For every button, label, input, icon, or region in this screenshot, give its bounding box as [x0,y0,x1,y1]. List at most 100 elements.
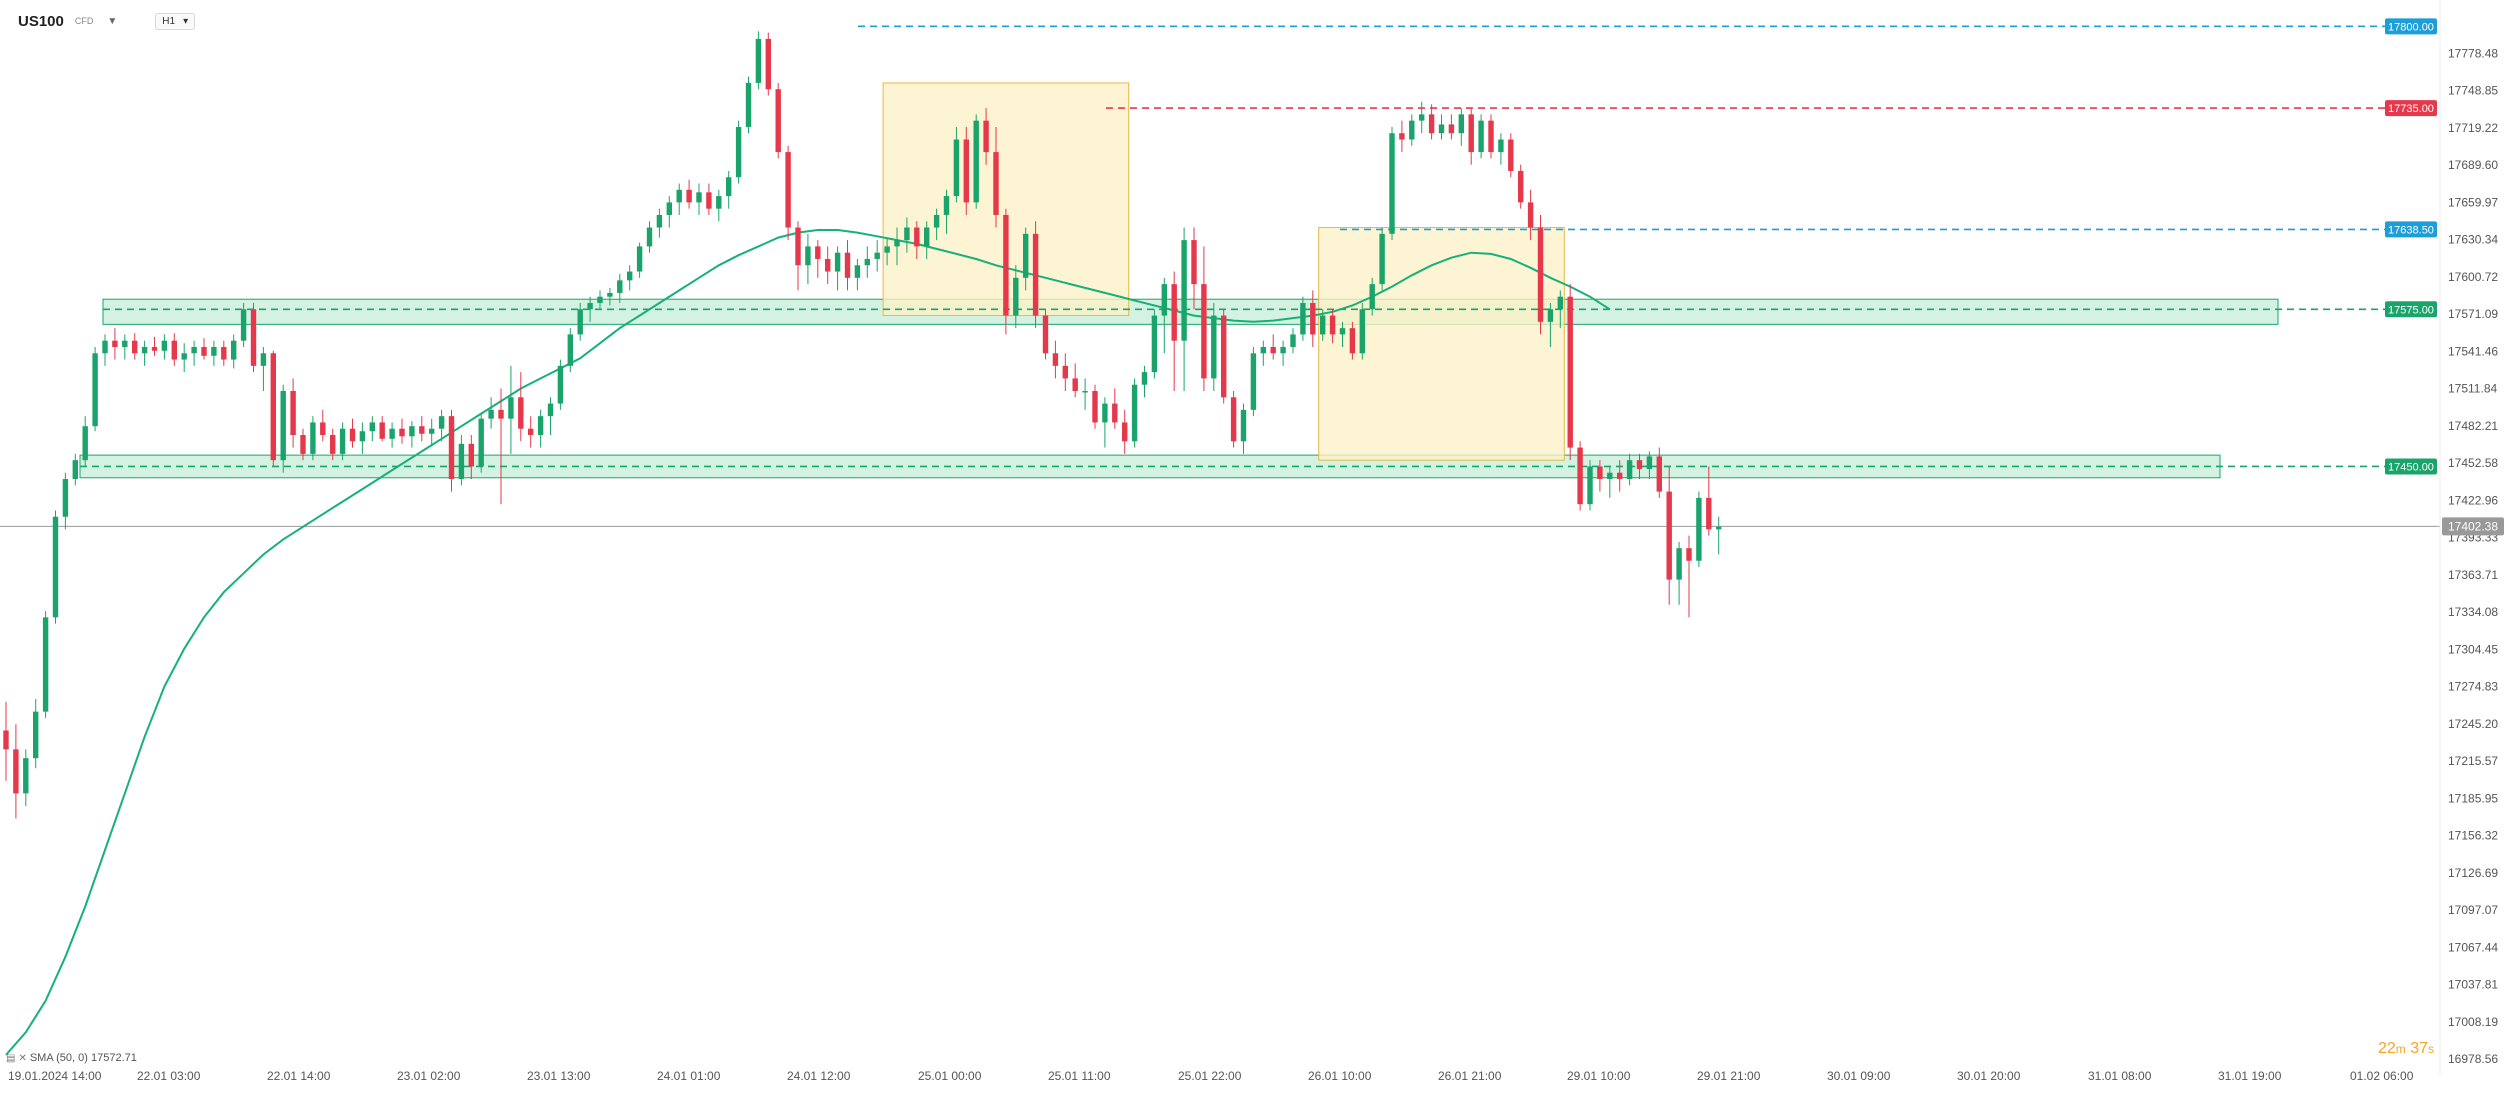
candle [894,227,900,266]
candle-body [488,409,494,419]
candle [696,183,702,215]
candle-body [894,240,900,247]
candle-body [537,416,544,436]
candle [785,145,791,241]
time-tick-label: 26.01 21:00 [1438,1069,1502,1083]
price-tick-label: 17156.32 [2448,829,2498,843]
indicator-remove-icon[interactable]: ✕ [18,1052,27,1064]
price-level-badge-bg [2385,100,2437,117]
candle-body [1240,409,1247,442]
candle-body [567,334,573,366]
candle [1191,227,1197,310]
candle-body [1102,403,1108,423]
zone-rect [102,298,2279,325]
candle [864,246,870,278]
candle [973,114,979,209]
candle [1112,388,1118,429]
symbol-dropdown-icon[interactable]: ▼ [107,15,118,27]
candle [993,126,999,228]
price-level-badge-label: 17450.00 [2388,461,2434,473]
candle [1547,302,1554,347]
candle [547,397,554,436]
candle-body [379,422,385,439]
price-level-badges: 17800.00 17735.00 17638.50 17575.00 17450.00 [2385,18,2437,475]
candle-body [646,227,653,247]
candle-body [1161,284,1167,316]
price-level-badge: 17575.00 [2385,301,2437,318]
candle [1052,340,1059,379]
candle-body [359,431,366,442]
time-tick-label: 31.01 19:00 [2218,1069,2282,1083]
sma-label: SMA (50, 0) 17572.71 [29,1052,137,1064]
candle-body [755,38,762,83]
indicator-settings-icon[interactable]: ▤ [6,1052,16,1064]
price-axis[interactable]: 17778.48 17748.85 17719.22 17689.60 17659.97… [2448,46,2498,1066]
time-tick-label: 24.01 12:00 [787,1069,851,1083]
candle-body [607,292,613,297]
candle-body [844,252,851,278]
candle [825,246,831,285]
candle-body [1527,202,1534,228]
candle-body [943,196,950,215]
symbol-name[interactable]: US100 [18,12,64,30]
candle-body [1597,466,1603,480]
candle [656,208,663,238]
candle-body [1696,497,1702,561]
candle [1646,451,1653,480]
candle-body [498,409,504,419]
candle-body [1181,240,1187,341]
candle-body [13,749,19,794]
price-tick-label: 17600.72 [2448,270,2498,284]
candle-body [122,340,128,347]
candle [1577,441,1583,511]
candle-body [1706,497,1712,530]
candle [13,724,19,819]
candle [458,435,465,486]
time-tick-label: 25.01 11:00 [1048,1069,1111,1083]
candle [1250,346,1257,417]
indicator-legend[interactable]: ▤ ✕ SMA (50, 0) 17572.71 [6,1052,137,1064]
candle-body [1577,447,1583,505]
price-tick-label: 17541.46 [2448,344,2498,358]
candle [1419,101,1425,134]
candle-body [1557,296,1563,310]
candle [1438,114,1445,140]
candle-body [23,758,29,794]
candle-body [310,422,316,454]
candle [1131,378,1138,448]
candle [1686,535,1692,618]
candle-body [389,428,395,439]
candle-body [597,296,603,303]
candle [1369,277,1375,316]
candle-body [834,252,841,272]
candle-body [300,435,306,454]
time-axis[interactable]: 19.01.2024 14:00 22.01 03:00 22.01 14:00 23… [8,1069,2414,1083]
price-tick-label: 17274.83 [2448,680,2498,694]
candle [1339,321,1346,347]
candle-body [1320,315,1326,335]
price-tick-label: 17778.48 [2448,46,2498,60]
price-level-badge-bg [2385,301,2437,318]
candles [3,31,1722,819]
candle [726,170,732,209]
timeframe-select[interactable]: H1 ▾ [155,12,196,30]
candle [369,416,375,442]
candle-body [805,246,811,266]
candle [745,76,752,134]
candle [151,336,158,356]
candle [1379,227,1385,291]
candle-body [1478,120,1484,153]
candle [1567,284,1573,461]
current-price-label: 17402.38 [2448,519,2498,533]
candle-body [240,309,247,341]
candle [1092,384,1098,429]
candle-body [1448,124,1455,134]
price-level-badge-label: 17735.00 [2388,103,2434,115]
time-tick-label: 25.01 00:00 [918,1069,982,1083]
candle-body [716,196,722,209]
candle-body [1646,456,1653,469]
candle [874,240,880,272]
price-level-badge-label: 17638.50 [2388,224,2434,236]
candle-body [963,139,969,203]
